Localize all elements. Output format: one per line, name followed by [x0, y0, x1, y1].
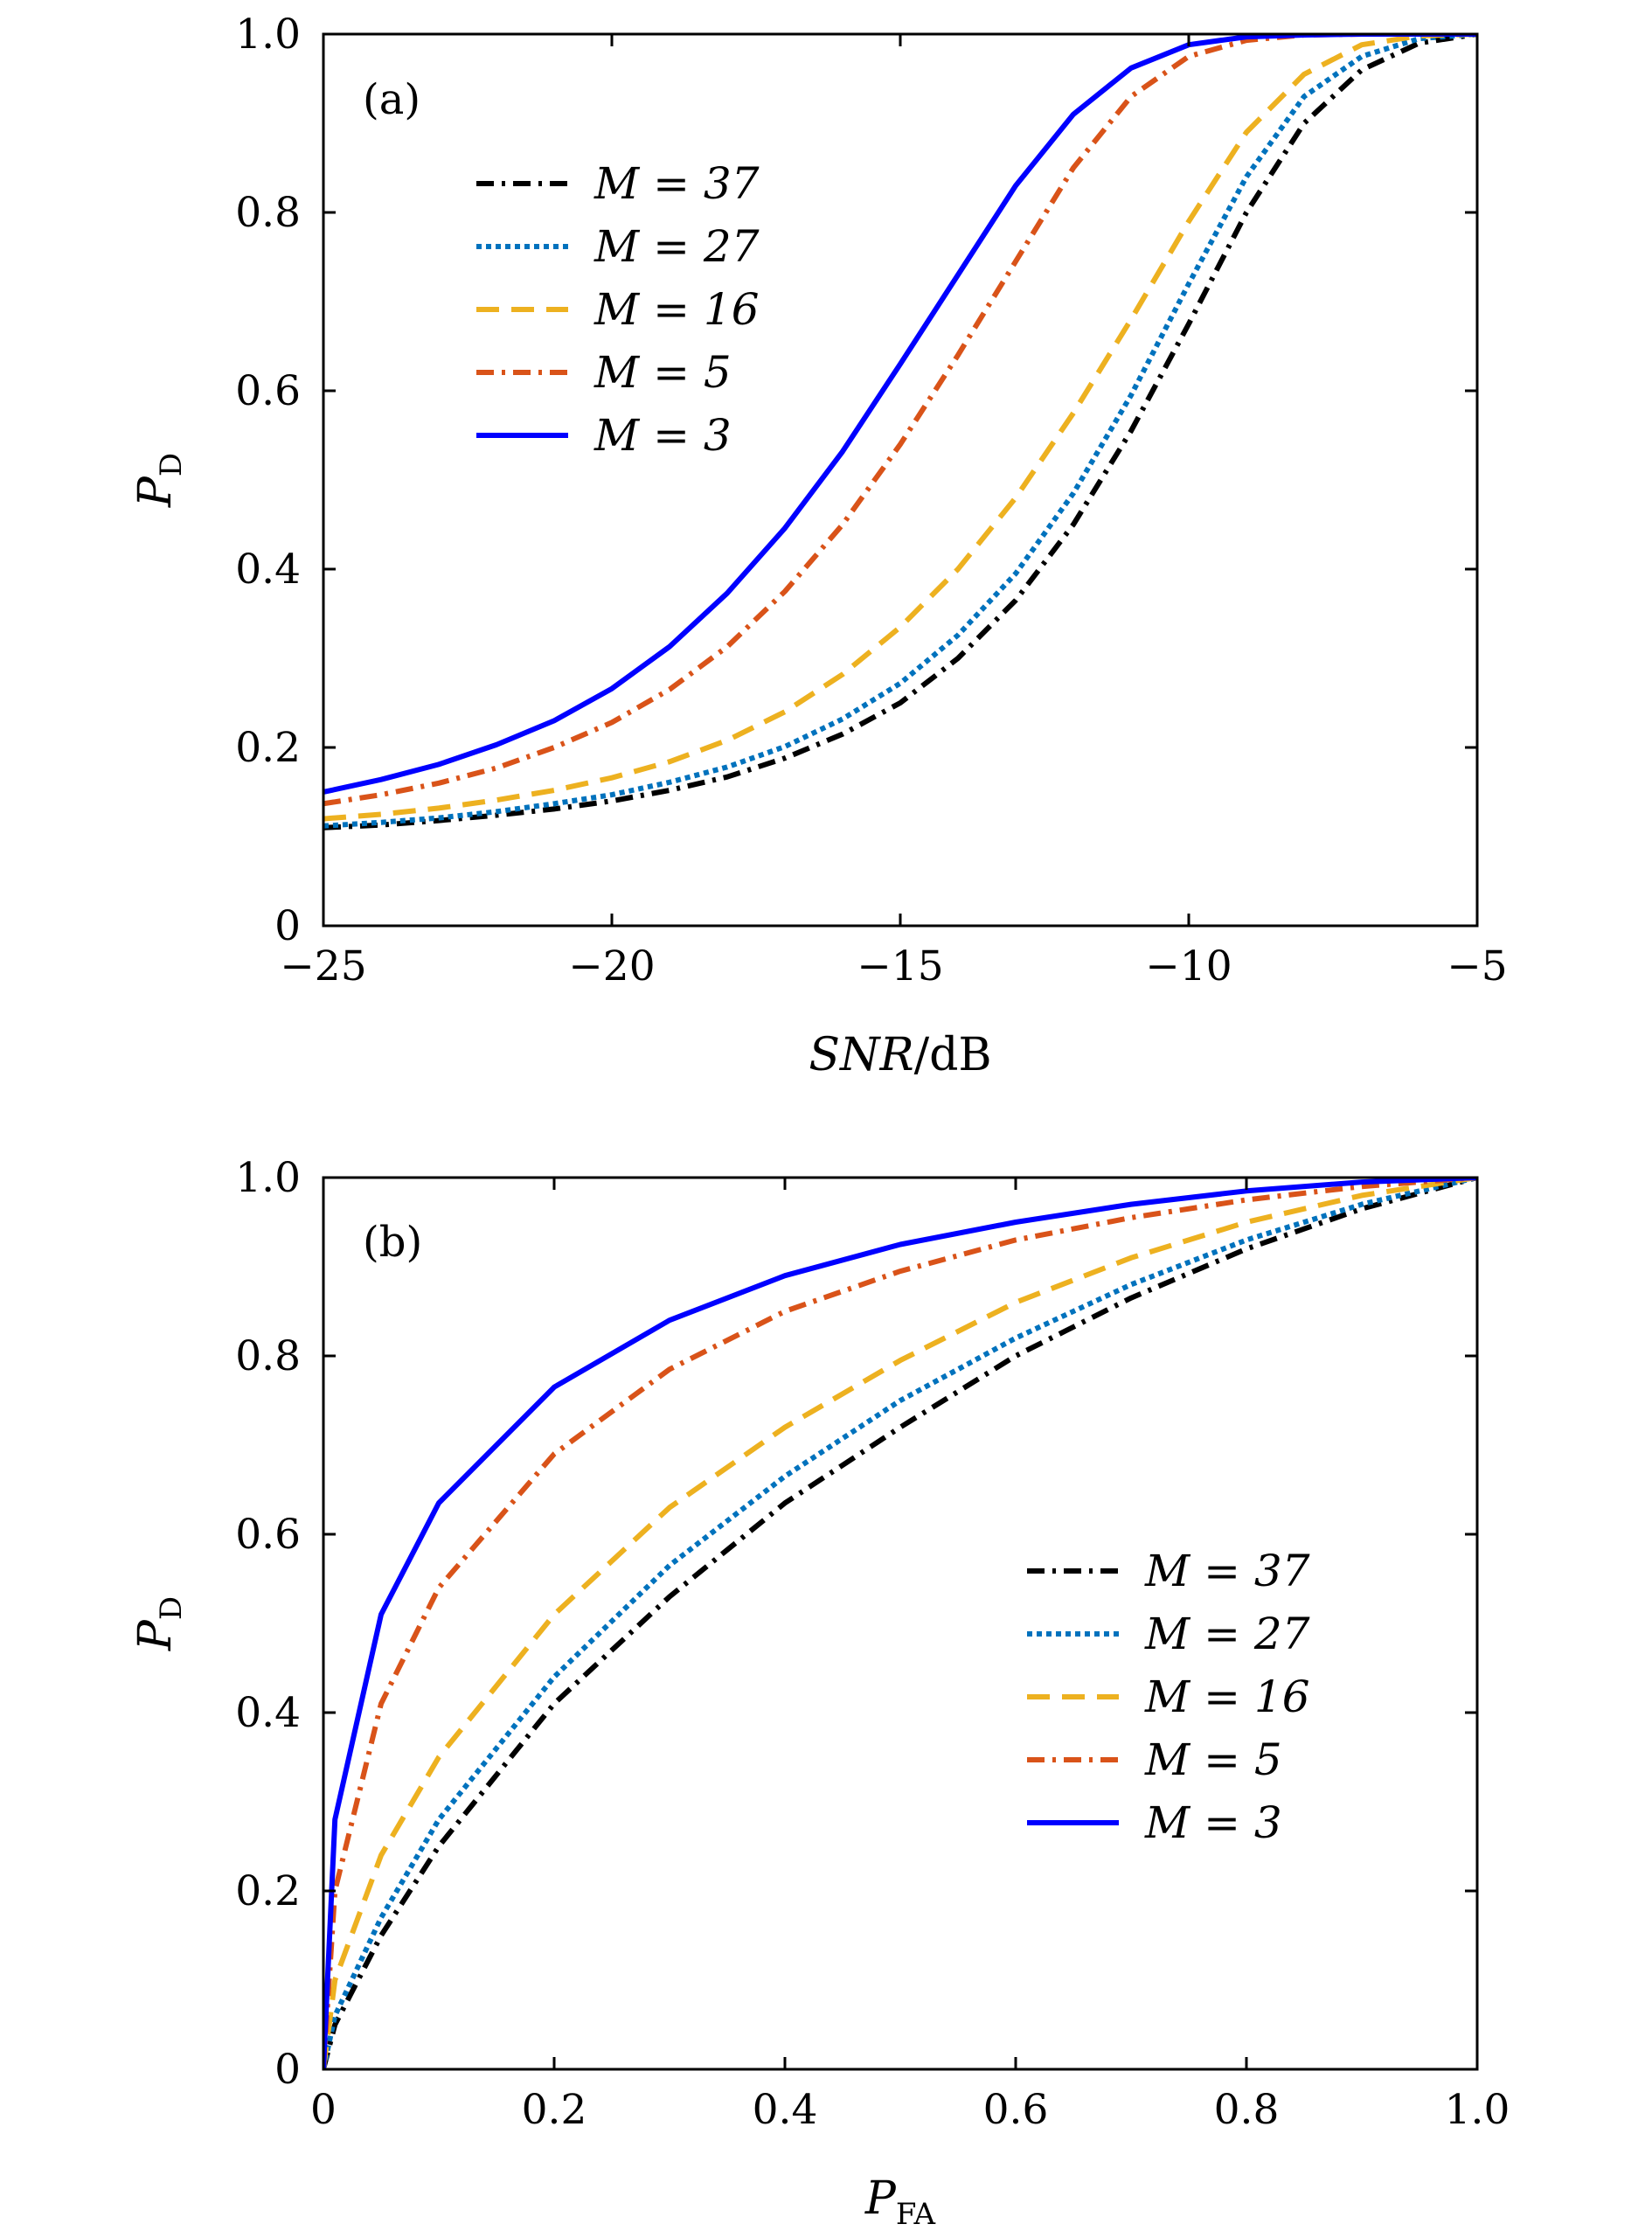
y-tick-label: 0.4	[235, 1689, 301, 1737]
y-axis-title-sub: D	[154, 453, 189, 476]
y-axis-title-sub: D	[154, 1596, 189, 1620]
y-axis-title: PD	[129, 1596, 189, 1651]
x-tick-label: 0.2	[522, 2086, 587, 2134]
x-tick-label: −20	[568, 942, 655, 990]
legend: M = 37 M = 27 M = 16 M = 5 M = 3	[476, 158, 760, 461]
series-line-M-3	[323, 1178, 1477, 2069]
legend-label: M = 37	[1144, 1546, 1310, 1596]
legend: M = 37 M = 27 M = 16 M = 5 M = 3	[1027, 1546, 1310, 1848]
panel-label: (a)	[363, 75, 420, 124]
x-axis-title-sub: FA	[896, 2197, 936, 2231]
y-tick-label: 1.0	[235, 1154, 301, 1202]
y-tick-label: 1.0	[235, 10, 301, 59]
legend-label: M = 27	[1144, 1609, 1310, 1659]
x-tick-label: 0.8	[1214, 2086, 1280, 2134]
y-tick-label: 0.4	[235, 546, 301, 594]
chart-panel-b: 0 0.2 0.4 0.6 0.8 1.000.20.40.60.81.0PDPFA(b)…	[129, 1154, 1510, 2231]
series-line-M-16	[323, 1178, 1477, 2069]
x-tick-label: −10	[1145, 942, 1232, 990]
x-tick-label: −15	[857, 942, 943, 990]
chart-panel-a: −25 −20 −15 −10 −5 0 0.2 0.4 0.6 0.8 1.0 PD SNR/dB (a…	[129, 10, 1508, 1081]
series-line-M-27	[323, 34, 1477, 829]
y-tick-label: 0.8	[235, 1332, 301, 1380]
y-tick-label: 0.2	[235, 1867, 301, 1915]
y-tick-label: 0.6	[235, 1511, 301, 1559]
plot-frame	[322, 32, 1479, 928]
x-tick-label: 0.6	[983, 2086, 1049, 2134]
x-tick-label: −5	[1447, 942, 1507, 990]
panel-label: (b)	[363, 1218, 422, 1267]
series-line-M-16	[323, 34, 1477, 822]
series-line-M-37	[323, 1178, 1477, 2069]
plot-frame	[322, 1176, 1479, 2071]
legend-label: M = 5	[1144, 1734, 1282, 1785]
y-axis-title-main: P	[129, 1619, 182, 1651]
x-tick-label: 1.0	[1445, 2086, 1510, 2134]
legend-label: M = 3	[593, 410, 732, 461]
x-tick-label: 0	[310, 2086, 337, 2134]
x-tick-label: 0.4	[753, 2086, 818, 2134]
series-line-M-37	[323, 34, 1477, 831]
y-axis-title-main: P	[129, 476, 182, 508]
legend-label: M = 16	[1144, 1672, 1310, 1722]
series-line-M-5	[323, 34, 1477, 807]
legend-label: M = 27	[593, 221, 760, 272]
x-axis-title-main: P	[864, 2172, 897, 2225]
x-tick-label: −25	[280, 942, 366, 990]
y-tick-label: 0.2	[235, 724, 301, 772]
y-tick-label: 0.6	[235, 367, 301, 415]
series-line-M-3	[323, 34, 1477, 795]
series-line-M-5	[323, 1178, 1477, 2069]
x-axis-title: SNR/dB	[809, 1029, 991, 1081]
legend-label: M = 37	[593, 158, 760, 209]
legend-label: M = 16	[593, 284, 760, 335]
x-axis-title-rest: /dB	[914, 1029, 992, 1081]
legend-label: M = 5	[593, 347, 732, 398]
y-tick-label: 0	[274, 902, 301, 950]
y-tick-label: 0.8	[235, 189, 301, 237]
x-axis-title: PFA	[864, 2172, 936, 2231]
y-tick-label: 0	[274, 2046, 301, 2094]
y-axis-title: PD	[129, 453, 189, 508]
legend-label: M = 3	[1144, 1797, 1282, 1848]
x-axis-title-main: SNR	[809, 1029, 913, 1081]
